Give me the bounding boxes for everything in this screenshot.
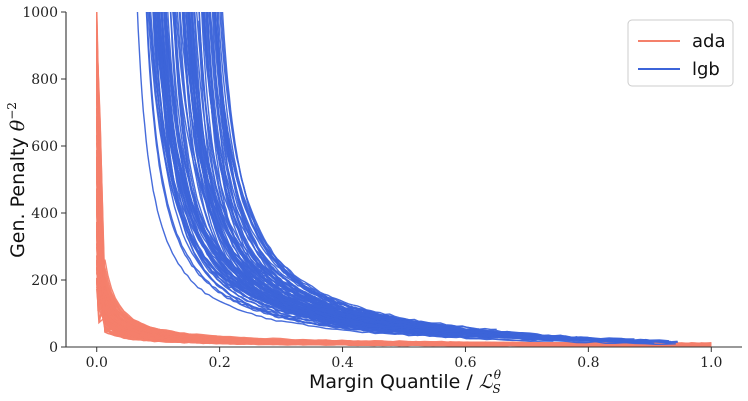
series-line-lgb xyxy=(173,12,534,339)
series-line-ada xyxy=(96,116,712,347)
x-tick-label: 0.8 xyxy=(577,355,599,371)
series-line-lgb xyxy=(213,12,615,341)
series-line-lgb xyxy=(154,12,395,325)
series-line-ada xyxy=(96,210,712,347)
ticks: 0.0 0.2 0.4 0.6 0.8 1.0 0 200 400 600 800 1000 xyxy=(22,5,722,371)
y-axis-title-exponent: −2 xyxy=(5,102,19,120)
x-axis-title-main: Margin Quantile / xyxy=(309,371,479,393)
y-axis-title-theta: θ xyxy=(7,119,29,131)
x-axis-title: Margin Quantile / ℒSθ xyxy=(309,368,502,396)
y-tick-label: 1000 xyxy=(22,5,58,21)
series-line-lgb xyxy=(145,12,393,333)
series-line-ada xyxy=(96,159,712,347)
legend-label-lgb: lgb xyxy=(692,59,720,80)
x-tick-label: 0.4 xyxy=(331,355,353,371)
x-tick-label: 0.6 xyxy=(454,355,476,371)
x-tick-label: 1.0 xyxy=(700,355,722,371)
legend-label-ada: ada xyxy=(692,31,726,52)
series-line-lgb xyxy=(136,12,554,342)
series-line-lgb xyxy=(170,12,439,333)
x-axis-title-subscript: S xyxy=(493,382,501,396)
y-tick-label: 600 xyxy=(31,139,58,155)
y-tick-label: 0 xyxy=(49,340,58,356)
y-axis-title-main: Gen. Penalty xyxy=(7,131,29,258)
x-axis-title-superscript: θ xyxy=(494,368,502,382)
series-line-ada xyxy=(96,159,712,346)
axes xyxy=(65,12,742,348)
y-axis-title: Gen. Penalty θ−2 xyxy=(5,102,29,258)
y-tick-label: 400 xyxy=(31,206,58,222)
legend: ada lgb xyxy=(627,19,734,87)
series-line-lgb xyxy=(213,12,497,331)
series-line-lgb xyxy=(209,12,461,329)
series-line-lgb xyxy=(159,12,457,338)
y-tick-label: 800 xyxy=(31,72,58,88)
x-axis-title-symbol: ℒ xyxy=(479,371,494,393)
series-line-lgb xyxy=(201,12,421,332)
x-tick-label: 0.2 xyxy=(209,355,231,371)
series-line-lgb xyxy=(202,12,535,336)
series-line-lgb xyxy=(185,12,443,328)
x-tick-label: 0.0 xyxy=(86,355,108,371)
series-lines xyxy=(96,12,712,347)
series-line-ada xyxy=(96,156,712,347)
y-tick-label: 200 xyxy=(31,273,58,289)
